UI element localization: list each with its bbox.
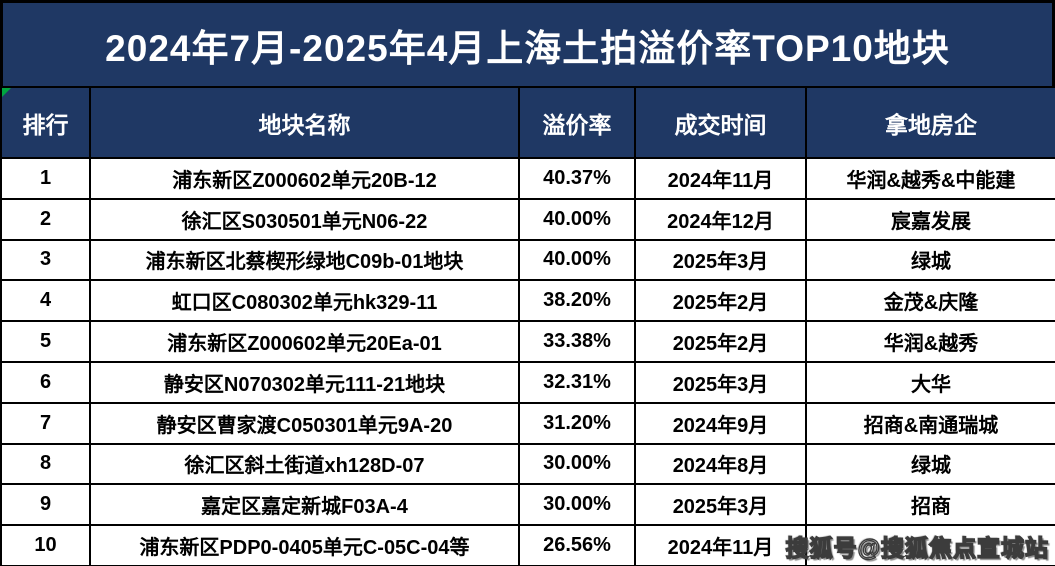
cell-rank: 1	[0, 157, 91, 200]
cell-rank: 3	[0, 238, 91, 282]
table-row: 8 徐汇区斜土街道xh128D-07 30.00% 2024年8月 绿城	[0, 442, 1055, 486]
cell-rank: 7	[0, 401, 91, 445]
cell-developer	[805, 524, 1055, 566]
cell-premium-rate: 40.00%	[518, 238, 636, 282]
cell-developer: 招商	[805, 483, 1055, 527]
cell-rank: 2	[0, 197, 91, 241]
cell-plot-name: 嘉定区嘉定新城F03A-4	[89, 483, 520, 527]
cell-developer: 绿城	[805, 442, 1055, 486]
cell-rank: 4	[0, 279, 91, 323]
sohu-watermark: 搜狐号@搜狐焦点宣城站	[785, 534, 1049, 561]
table-row: 9 嘉定区嘉定新城F03A-4 30.00% 2025年3月 招商	[0, 483, 1055, 527]
cell-developer: 大华	[805, 360, 1055, 404]
col-header-rank-label: 排行	[22, 111, 69, 138]
col-header-deal-time: 成交时间	[634, 86, 807, 159]
cell-plot-name: 静安区N070302单元111-21地块	[89, 360, 520, 404]
cell-plot-name: 静安区曹家渡C050301单元9A-20	[89, 401, 520, 445]
cell-premium-rate: 33.38%	[518, 320, 636, 363]
cell-premium-rate: 31.20%	[518, 401, 636, 445]
cell-premium-rate: 30.00%	[518, 442, 636, 486]
table-row: 6 静安区N070302单元111-21地块 32.31% 2025年3月 大华	[0, 360, 1055, 404]
cell-premium-rate: 26.56%	[518, 524, 636, 566]
cell-rank: 6	[0, 360, 91, 404]
cell-premium-rate: 40.37%	[518, 157, 636, 200]
cell-premium-rate: 32.31%	[518, 360, 636, 404]
cell-rank: 8	[0, 442, 91, 486]
table-row: 1 浦东新区Z000602单元20B-12 40.37% 2024年11月 华润…	[0, 157, 1055, 200]
cell-deal-time: 2024年9月	[634, 401, 807, 445]
cell-plot-name: 浦东新区北蔡楔形绿地C09b-01地块	[89, 238, 520, 282]
cell-premium-rate: 38.20%	[518, 279, 636, 323]
cell-plot-name: 浦东新区PDP0-0405单元C-05C-04等	[89, 524, 520, 566]
cell-developer: 华润&越秀	[805, 320, 1055, 363]
cell-rank: 5	[0, 320, 91, 363]
excel-error-marker-icon	[3, 89, 11, 97]
cell-developer: 华润&越秀&中能建	[805, 157, 1055, 200]
cell-developer: 宸嘉发展	[805, 197, 1055, 241]
table-row: 10 浦东新区PDP0-0405单元C-05C-04等 26.56% 2024年…	[0, 524, 1055, 566]
cell-plot-name: 浦东新区Z000602单元20B-12	[89, 157, 520, 200]
table-row: 3 浦东新区北蔡楔形绿地C09b-01地块 40.00% 2025年3月 绿城	[0, 238, 1055, 282]
cell-developer: 招商&南通瑞城	[805, 401, 1055, 445]
cell-deal-time: 2024年8月	[634, 442, 807, 486]
col-header-rank: 排行	[0, 86, 91, 159]
cell-plot-name: 徐汇区S030501单元N06-22	[89, 197, 520, 241]
cell-deal-time: 2025年2月	[634, 279, 807, 323]
cell-developer: 金茂&庆隆	[805, 279, 1055, 323]
cell-premium-rate: 30.00%	[518, 483, 636, 527]
cell-deal-time: 2024年11月	[634, 157, 807, 200]
cell-deal-time: 2024年11月	[634, 524, 807, 566]
cell-deal-time: 2025年3月	[634, 360, 807, 404]
cell-developer: 绿城	[805, 238, 1055, 282]
cell-deal-time: 2025年2月	[634, 320, 807, 363]
table-row: 4 虹口区C080302单元hk329-11 38.20% 2025年2月 金茂…	[0, 279, 1055, 323]
col-header-premium-rate: 溢价率	[518, 86, 636, 159]
cell-rank: 9	[0, 483, 91, 527]
table-row: 7 静安区曹家渡C050301单元9A-20 31.20% 2024年9月 招商…	[0, 401, 1055, 445]
cell-plot-name: 虹口区C080302单元hk329-11	[89, 279, 520, 323]
table-row: 5 浦东新区Z000602单元20Ea-01 33.38% 2025年2月 华润…	[0, 320, 1055, 363]
cell-plot-name: 徐汇区斜土街道xh128D-07	[89, 442, 520, 486]
col-header-plot-name: 地块名称	[89, 86, 520, 159]
cell-rank: 10	[0, 524, 91, 566]
cell-deal-time: 2024年12月	[634, 197, 807, 241]
table-header-row: 排行 地块名称 溢价率 成交时间 拿地房企	[0, 86, 1055, 159]
premium-table: 排行 地块名称 溢价率 成交时间 拿地房企 1 浦东新区Z000602单元20B…	[0, 86, 1055, 566]
cell-premium-rate: 40.00%	[518, 197, 636, 241]
cell-deal-time: 2025年3月	[634, 238, 807, 282]
table-row: 2 徐汇区S030501单元N06-22 40.00% 2024年12月 宸嘉发…	[0, 197, 1055, 241]
page-title: 2024年7月-2025年4月上海土拍溢价率TOP10地块	[0, 0, 1055, 86]
cell-deal-time: 2025年3月	[634, 483, 807, 527]
cell-plot-name: 浦东新区Z000602单元20Ea-01	[89, 320, 520, 363]
col-header-developer: 拿地房企	[805, 86, 1055, 159]
